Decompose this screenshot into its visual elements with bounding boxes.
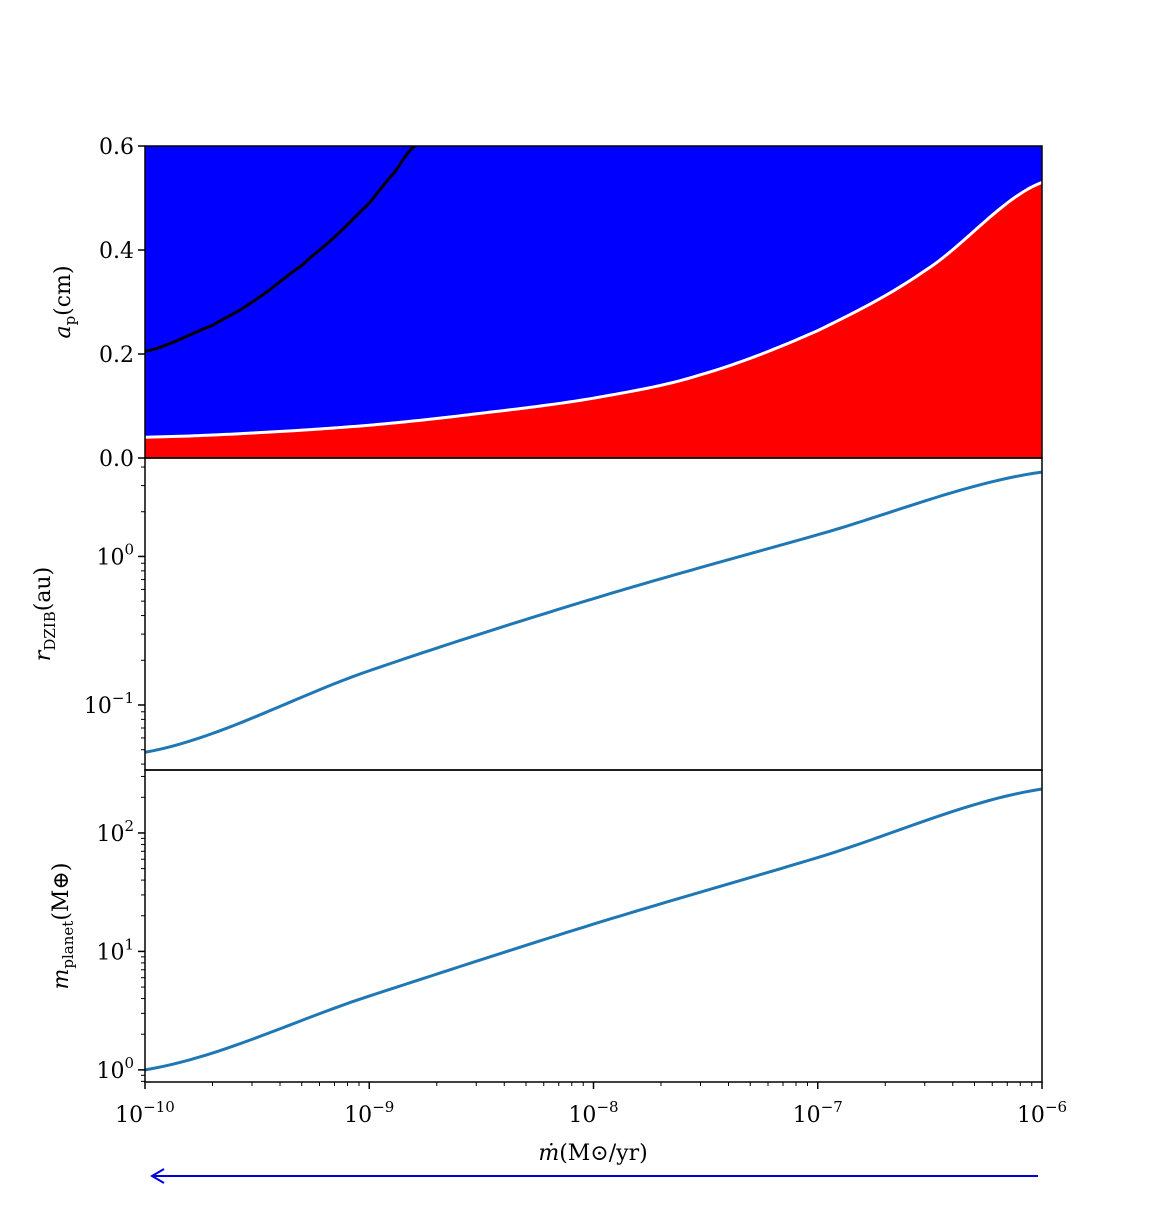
panel-dzib-radius: 10−1 100 rDZIB(au): [31, 457, 1043, 771]
ylabel-main: m: [49, 969, 74, 990]
ylabel-bottom: mplanet(M⊕): [49, 863, 77, 990]
ylabel-sub: p: [61, 316, 79, 326]
series-rdzib: [145, 470, 1042, 754]
series-curve: [145, 146, 416, 353]
xlabel-unit: (M⊙/yr): [559, 1141, 647, 1166]
ylabel-unit: (au): [31, 567, 56, 611]
ylabel-middle: rDZIB(au): [31, 567, 59, 661]
ytick-label: 101: [96, 935, 134, 965]
ylabel-main: a: [51, 325, 76, 338]
ylabel-top: ap(cm): [51, 265, 79, 338]
arrow-head: [150, 1168, 165, 1184]
ytick-label: 100: [96, 1054, 134, 1084]
series-mplanet: [145, 787, 1042, 1072]
ytick-label: 0.0: [99, 447, 134, 472]
xtick-label: 10−9: [344, 1098, 394, 1128]
axes-frame-bottom: [144, 769, 1043, 1083]
ylabel-sub: planet: [59, 921, 77, 969]
ylabel-main: r: [31, 649, 56, 661]
xtick-label: 10−10: [115, 1098, 175, 1128]
ytick-label: 102: [96, 817, 134, 847]
axes-frame-middle: [144, 457, 1043, 771]
xtick-label: 10−8: [568, 1098, 618, 1128]
xtick-label: 10−6: [1017, 1098, 1067, 1128]
ytick-label: 10−1: [84, 689, 134, 719]
series-boundary: [145, 181, 1042, 439]
direction-arrow: [150, 1168, 1038, 1184]
xlabel-main: ṁ: [538, 1141, 559, 1166]
xtick-label: 10−7: [793, 1098, 843, 1128]
region-below: [145, 182, 1042, 458]
ytick-label: 0.6: [99, 135, 134, 160]
ylabel-unit: (M⊕): [49, 863, 74, 921]
ytick-label: 0.2: [99, 343, 134, 368]
ylabel-unit: (cm): [51, 265, 76, 315]
panel-particle-size: 0.0 0.2 0.4 0.6 ap(cm): [51, 135, 1043, 472]
xlabel: ṁ(M⊙/yr): [538, 1141, 647, 1166]
ylabel-sub: DZIB: [41, 611, 59, 650]
ytick-label: 0.4: [99, 239, 134, 264]
ytick-label: 100: [96, 540, 134, 570]
